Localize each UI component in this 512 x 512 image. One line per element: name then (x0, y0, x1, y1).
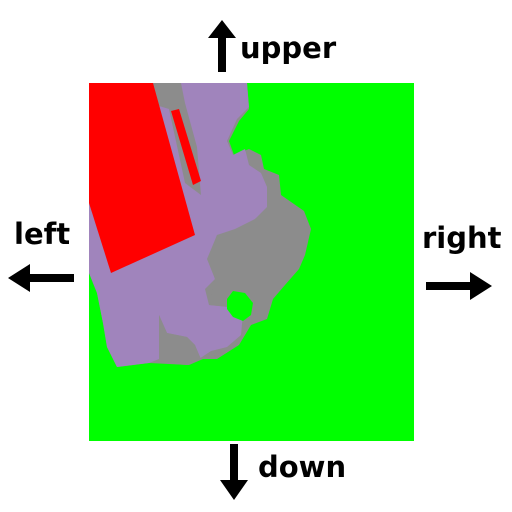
gray-region (159, 315, 201, 365)
red-region (89, 83, 195, 273)
red-region (171, 109, 201, 185)
green-pocket (227, 291, 253, 321)
direction-label-left: left (14, 217, 71, 251)
arrow-right-icon (426, 268, 494, 304)
arrow-down-icon (218, 444, 250, 500)
map-panel (89, 83, 414, 441)
arrow-left-icon (8, 260, 76, 296)
direction-label-upper: upper (240, 31, 337, 65)
arrow-up-icon (206, 20, 238, 72)
direction-label-down: down (258, 450, 347, 484)
gray-region (145, 83, 201, 195)
gray-region (207, 203, 273, 307)
direction-label-right: right (422, 221, 502, 255)
